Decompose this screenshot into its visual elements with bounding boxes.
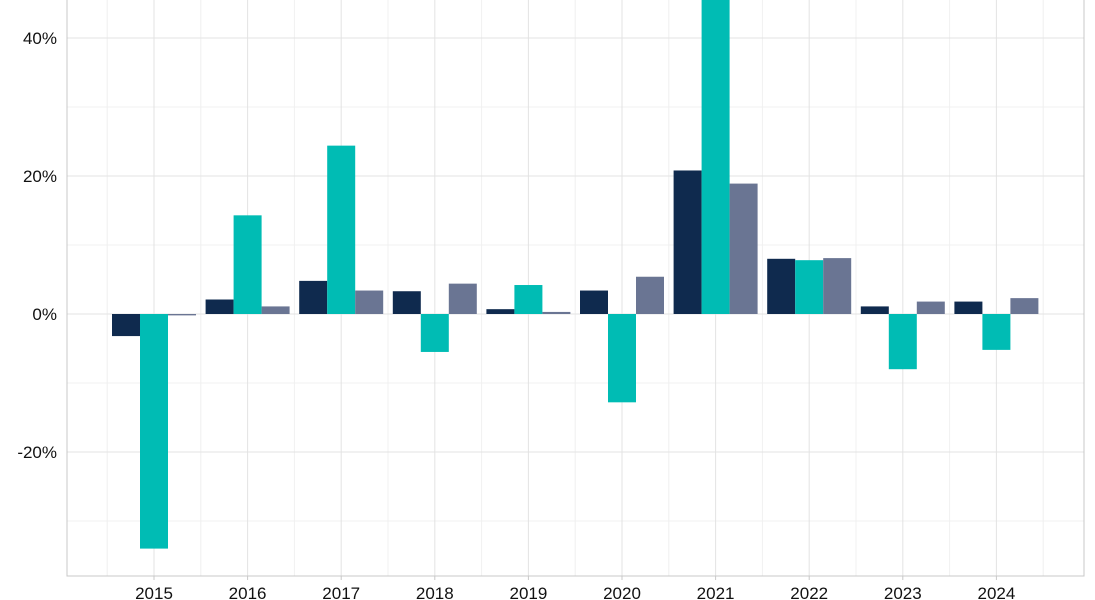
bar-2016-series-3 [261, 306, 290, 314]
x-tick-label: 2019 [509, 584, 547, 600]
y-tick-label: -20% [17, 443, 57, 462]
gridlines [67, 0, 1084, 576]
y-tick-label: 40% [23, 29, 57, 48]
bar-2022-series-1 [767, 258, 796, 314]
x-tick-label: 2022 [790, 584, 828, 600]
bar-2017-series-1 [299, 280, 328, 314]
bar-2018-series-1 [392, 291, 421, 314]
bar-2019-series-3 [542, 311, 571, 314]
y-axis: -20% 0% 20% 40% [17, 29, 57, 462]
bar-2024-series-3 [1010, 298, 1039, 314]
bar-2024-series-1 [954, 301, 983, 314]
bar-2016-series-1 [205, 299, 234, 314]
bar-2018-series-3 [448, 283, 477, 314]
bar-2021-series-2 [701, 0, 730, 314]
bar-2023-series-2 [888, 314, 917, 370]
x-tick-label: 2020 [603, 584, 641, 600]
bar-2016-series-2 [233, 215, 262, 314]
bars [112, 0, 1039, 549]
bar-2023-series-3 [916, 301, 945, 314]
bar-2021-series-3 [729, 183, 758, 314]
bar-2020-series-2 [608, 314, 636, 403]
bar-2022-series-3 [823, 258, 852, 314]
bar-2015-series-3 [168, 314, 196, 316]
bar-2015-series-1 [112, 314, 140, 337]
plot-frame [66, 0, 1085, 577]
bar-2020-series-1 [580, 290, 608, 314]
bar-2017-series-3 [355, 290, 384, 314]
bar-2015-series-2 [140, 314, 168, 549]
bar-2017-series-2 [327, 145, 356, 314]
bar-2022-series-2 [795, 260, 824, 314]
y-tick-label: 0% [32, 305, 57, 324]
bar-2019-series-2 [514, 285, 543, 314]
bar-2023-series-1 [860, 306, 889, 314]
x-tick-label: 2015 [135, 584, 173, 600]
y-tick-label: 20% [23, 167, 57, 186]
bar-2018-series-2 [420, 314, 449, 352]
bar-2021-series-1 [673, 170, 702, 314]
x-tick-label: 2017 [322, 584, 360, 600]
bar-2024-series-2 [982, 314, 1011, 350]
x-axis: 2015 2016 2017 2018 2019 2020 2021 2022 2023 2024 [135, 576, 1015, 600]
x-tick-label: 2016 [229, 584, 267, 600]
bar-2020-series-3 [636, 276, 664, 314]
bar-2019-series-1 [486, 309, 515, 314]
x-tick-label: 2021 [697, 584, 735, 600]
x-tick-label: 2023 [884, 584, 922, 600]
x-tick-label: 2024 [977, 584, 1015, 600]
x-tick-label: 2018 [416, 584, 454, 600]
